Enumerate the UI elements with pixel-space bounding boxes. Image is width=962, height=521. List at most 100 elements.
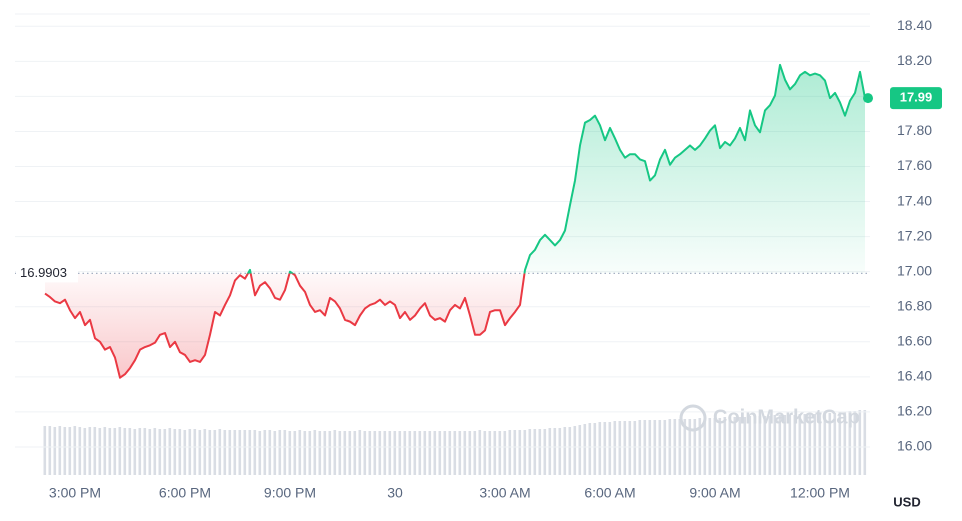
volume-bar	[518, 430, 522, 475]
volume-bar	[158, 429, 162, 475]
volume-bar	[388, 431, 392, 475]
volume-bar	[133, 429, 137, 475]
last-price-dot	[863, 93, 873, 104]
volume-bar	[733, 417, 737, 475]
volume-bar	[328, 431, 332, 475]
volume-bar	[413, 431, 417, 475]
volume-bar	[753, 416, 757, 475]
volume-bar	[188, 429, 192, 475]
volume-bar	[428, 431, 432, 475]
volume-bar	[758, 416, 762, 475]
volume-bar	[748, 416, 752, 475]
volume-bar	[623, 421, 627, 475]
volume-bar	[468, 431, 472, 475]
y-tick-label: 16.00	[897, 438, 932, 454]
volume-bar	[368, 431, 372, 475]
volume-bar	[738, 417, 742, 475]
volume-bar	[313, 430, 317, 475]
volume-bar	[568, 427, 572, 475]
volume-bar	[163, 429, 167, 475]
volume-bar	[233, 430, 237, 475]
volume-bar	[213, 430, 217, 475]
volume-bar	[173, 429, 177, 475]
volume-bar	[318, 431, 322, 475]
volume-bar	[203, 429, 207, 475]
volume-bar	[273, 431, 277, 475]
volume-bar	[423, 431, 427, 475]
volume-bar	[98, 428, 102, 475]
volume-bar	[193, 429, 197, 475]
baseline-label: 16.9903	[20, 265, 67, 280]
volume-bar	[538, 429, 542, 475]
volume-bar	[103, 427, 107, 475]
x-tick-label: 12:00 PM	[790, 485, 850, 501]
volume-bar	[83, 428, 87, 475]
volume-bar	[53, 427, 57, 475]
volume-bar	[828, 413, 832, 475]
volume-bar	[403, 431, 407, 475]
volume-bar	[408, 431, 412, 475]
volume-bar	[593, 423, 597, 475]
volume-bar	[743, 417, 747, 475]
volume-bar	[453, 431, 457, 475]
volume-bar	[178, 429, 182, 475]
volume-bar	[553, 428, 557, 475]
volume-bar	[298, 430, 302, 475]
x-tick-label: 3:00 AM	[479, 485, 530, 501]
currency-label: USD	[893, 494, 920, 509]
volume-bar	[788, 415, 792, 475]
volume-bar	[543, 429, 547, 475]
volume-bar	[253, 430, 257, 475]
volume-bar	[863, 410, 867, 475]
volume-bar	[148, 429, 152, 475]
volume-bar	[348, 431, 352, 475]
y-tick-label: 18.40	[897, 17, 932, 33]
volume-bar	[458, 431, 462, 475]
volume-bar	[78, 427, 82, 475]
price-line	[44, 63, 866, 379]
volume-bar	[598, 422, 602, 475]
volume-bar	[338, 431, 342, 475]
volume-bar	[343, 431, 347, 475]
volume-bar	[728, 417, 732, 475]
volume-bar	[223, 430, 227, 475]
volume-bar	[243, 430, 247, 475]
volume-layer	[43, 410, 867, 475]
volume-bar	[578, 425, 582, 475]
y-tick-label: 16.40	[897, 368, 932, 384]
volume-bar	[563, 427, 567, 475]
label-layer: 16.00 16.20 16.40 16.60 16.80 17.00 17.20 17.40…	[16, 17, 942, 509]
y-tick-label: 17.40	[897, 192, 932, 208]
volume-bar	[258, 431, 262, 475]
volume-bar	[418, 431, 422, 475]
volume-bar	[483, 431, 487, 475]
volume-bar	[283, 430, 287, 475]
volume-bar	[653, 420, 657, 475]
volume-bar	[68, 427, 72, 475]
volume-bar	[333, 430, 337, 475]
volume-bar	[448, 431, 452, 475]
volume-bar	[228, 430, 232, 475]
volume-bar	[143, 428, 147, 475]
volume-bar	[498, 431, 502, 475]
y-tick-label: 16.20	[897, 403, 932, 419]
volume-bar	[833, 413, 837, 475]
volume-bar	[613, 421, 617, 475]
y-tick-label: 17.00	[897, 262, 932, 278]
volume-bar	[523, 430, 527, 475]
volume-bar	[628, 421, 632, 475]
volume-bar	[808, 414, 812, 475]
volume-bar	[778, 415, 782, 475]
volume-bar	[93, 427, 97, 475]
y-tick-label: 17.80	[897, 122, 932, 138]
volume-bar	[48, 426, 52, 475]
volume-bar	[288, 431, 292, 475]
volume-bar	[843, 412, 847, 475]
volume-bar	[73, 426, 77, 475]
volume-bar	[548, 428, 552, 475]
watermark-logo	[679, 404, 707, 432]
volume-bar	[113, 428, 117, 475]
volume-bar	[63, 427, 67, 475]
volume-bar	[583, 424, 587, 475]
